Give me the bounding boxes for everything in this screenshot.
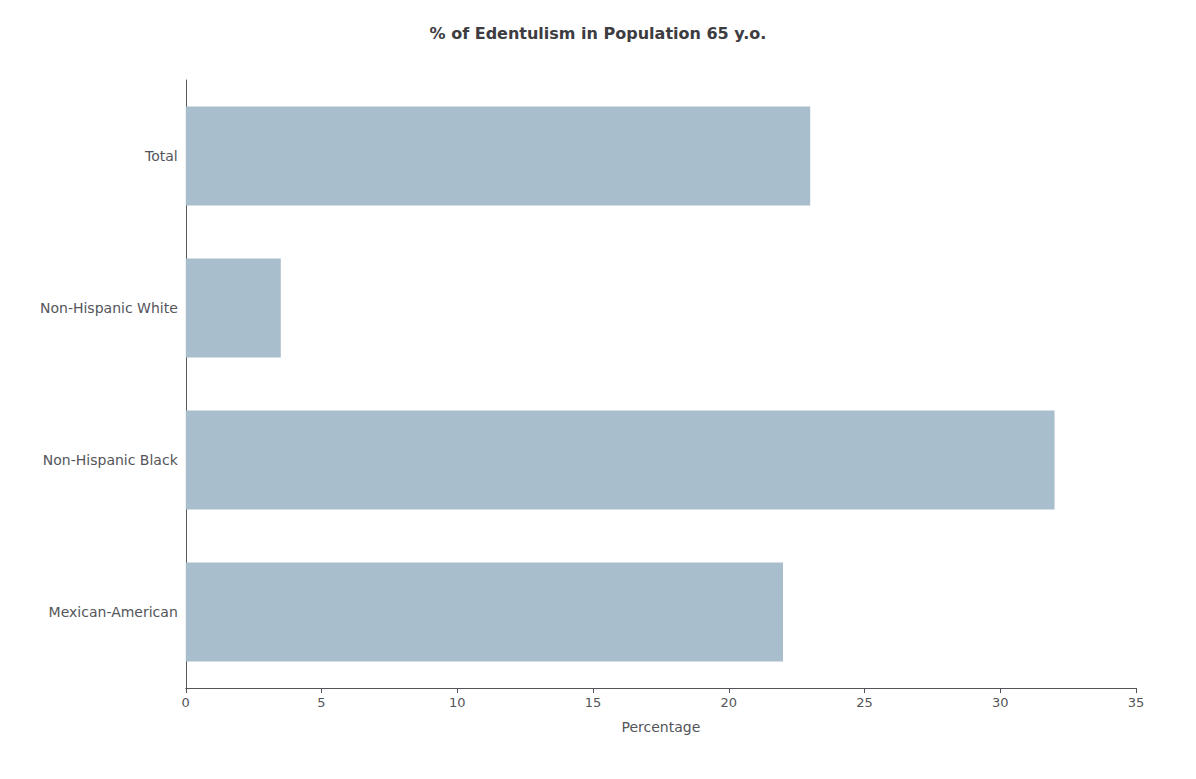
svg-text:35: 35 xyxy=(1128,695,1145,710)
svg-text:5: 5 xyxy=(317,695,325,710)
svg-text:30: 30 xyxy=(992,695,1009,710)
svg-text:Percentage: Percentage xyxy=(621,719,700,735)
svg-text:25: 25 xyxy=(856,695,873,710)
svg-text:20: 20 xyxy=(720,695,737,710)
svg-text:Total: Total xyxy=(144,148,178,164)
svg-text:10: 10 xyxy=(449,695,466,710)
svg-text:0: 0 xyxy=(182,695,190,710)
svg-text:Non-Hispanic Black: Non-Hispanic Black xyxy=(43,452,179,468)
svg-text:15: 15 xyxy=(585,695,602,710)
svg-text:Non-Hispanic White: Non-Hispanic White xyxy=(40,300,178,316)
svg-text:Mexican-American: Mexican-American xyxy=(49,604,178,620)
svg-text:% of Edentulism in Population: % of Edentulism in Population 65 y.o. xyxy=(430,24,767,43)
